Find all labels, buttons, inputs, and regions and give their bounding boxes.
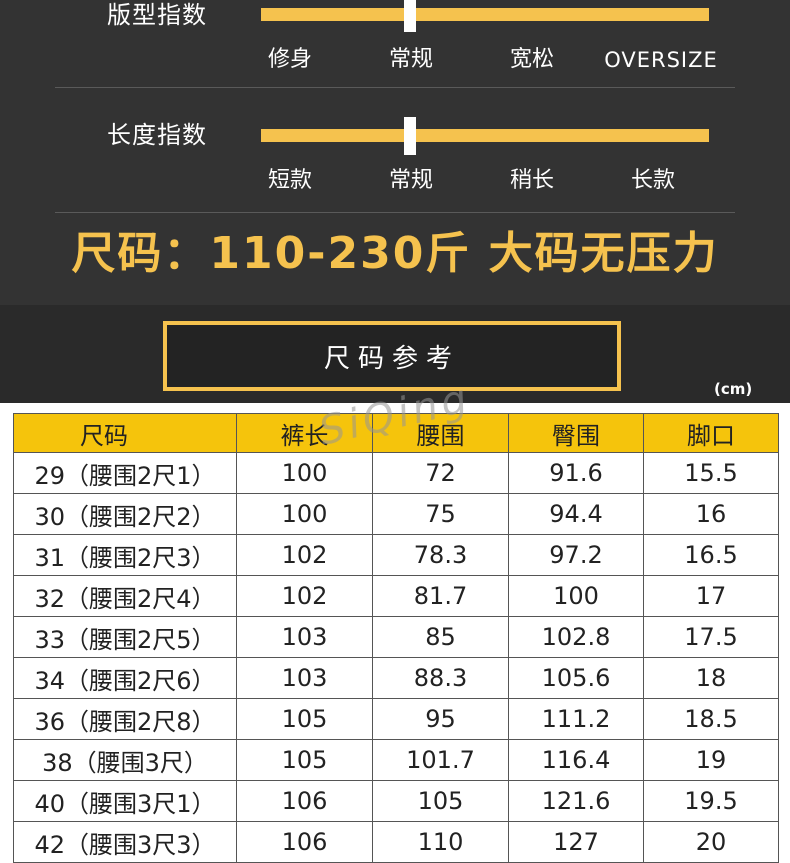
table-cell: 106 (236, 780, 373, 822)
table-cell: 102 (236, 575, 373, 617)
divider (55, 87, 735, 88)
length-option-short: 短款 (267, 168, 313, 193)
table-cell: 105 (236, 698, 373, 740)
table-cell: 36（腰围2尺8） (13, 698, 237, 740)
table-cell: 38（腰围3尺） (13, 739, 237, 781)
table-cell: 18.5 (643, 698, 779, 740)
table-row: 38（腰围3尺） 105 101.7 116.4 19 (13, 739, 779, 781)
table-cell: 78.3 (372, 534, 509, 576)
table-row: 40（腰围3尺1） 106 105 121.6 19.5 (13, 780, 779, 822)
unit-label: (cm) (714, 380, 753, 398)
fit-option-regular: 常规 (388, 47, 434, 72)
table-row: 34（腰围2尺6） 103 88.3 105.6 18 (13, 657, 779, 699)
table-cell: 19 (643, 739, 779, 781)
table-cell: 91.6 (508, 452, 644, 494)
header-leg-opening: 脚口 (643, 413, 779, 453)
table-cell: 17 (643, 575, 779, 617)
fit-option-slim: 修身 (267, 47, 313, 72)
fit-index-label: 版型指数 (107, 1, 207, 29)
table-cell: 97.2 (508, 534, 644, 576)
size-table: 尺码 裤长 腰围 臀围 脚口 29（腰围2尺1） 100 72 91.6 15.5 30（… (13, 413, 779, 863)
fit-index-marker (404, 0, 416, 32)
table-cell: 95 (372, 698, 509, 740)
table-cell: 116.4 (508, 739, 644, 781)
table-cell: 103 (236, 616, 373, 658)
size-range-banner: 尺码：110-230斤 大码无压力 (71, 228, 719, 279)
table-cell: 121.6 (508, 780, 644, 822)
table-cell: 101.7 (372, 739, 509, 781)
table-cell: 105 (372, 780, 509, 822)
table-cell: 103 (236, 657, 373, 699)
table-row: 36（腰围2尺8） 105 95 111.2 18.5 (13, 698, 779, 740)
header-size: 尺码 (13, 413, 237, 453)
length-option-long: 长款 (630, 168, 676, 193)
table-cell: 127 (508, 821, 644, 863)
header-pants-length: 裤长 (236, 413, 373, 453)
table-cell: 72 (372, 452, 509, 494)
table-cell: 42（腰围3尺3） (13, 821, 237, 863)
table-cell: 17.5 (643, 616, 779, 658)
table-cell: 106 (236, 821, 373, 863)
table-cell: 75 (372, 493, 509, 535)
table-cell: 100 (236, 452, 373, 494)
table-cell: 19.5 (643, 780, 779, 822)
size-reference-title-box: 尺码参考 (163, 321, 621, 391)
length-index-marker (404, 117, 416, 155)
length-index-bar (261, 129, 709, 142)
table-cell: 33（腰围2尺5） (13, 616, 237, 658)
table-cell: 32（腰围2尺4） (13, 575, 237, 617)
table-row: 30（腰围2尺2） 100 75 94.4 16 (13, 493, 779, 535)
fit-index-bar (261, 8, 709, 21)
table-cell: 15.5 (643, 452, 779, 494)
table-cell: 105 (236, 739, 373, 781)
fit-option-loose: 宽松 (509, 47, 555, 72)
table-cell: 105.6 (508, 657, 644, 699)
table-row: 33（腰围2尺5） 103 85 102.8 17.5 (13, 616, 779, 658)
divider (55, 212, 735, 213)
table-row: 31（腰围2尺3） 102 78.3 97.2 16.5 (13, 534, 779, 576)
table-cell: 34（腰围2尺6） (13, 657, 237, 699)
table-row: 32（腰围2尺4） 102 81.7 100 17 (13, 575, 779, 617)
table-row: 29（腰围2尺1） 100 72 91.6 15.5 (13, 452, 779, 494)
table-cell: 100 (508, 575, 644, 617)
table-cell: 100 (236, 493, 373, 535)
table-cell: 31（腰围2尺3） (13, 534, 237, 576)
header-hip: 臀围 (508, 413, 644, 453)
length-option-regular: 常规 (388, 168, 434, 193)
length-option-longer: 稍长 (509, 168, 555, 193)
size-reference-title: 尺码参考 (323, 343, 460, 374)
table-cell: 85 (372, 616, 509, 658)
table-cell: 16.5 (643, 534, 779, 576)
table-cell: 94.4 (508, 493, 644, 535)
table-row: 42（腰围3尺3） 106 110 127 20 (13, 821, 779, 863)
table-cell: 18 (643, 657, 779, 699)
table-cell: 20 (643, 821, 779, 863)
table-cell: 111.2 (508, 698, 644, 740)
table-cell: 40（腰围3尺1） (13, 780, 237, 822)
table-cell: 29（腰围2尺1） (13, 452, 237, 494)
fit-length-panel: 版型指数 修身 常规 宽松 OVERSIZE 长度指数 短款 常规 稍长 长款 … (0, 0, 790, 305)
table-cell: 88.3 (372, 657, 509, 699)
table-cell: 16 (643, 493, 779, 535)
table-header-row: 尺码 裤长 腰围 臀围 脚口 (13, 413, 779, 453)
table-cell: 102.8 (508, 616, 644, 658)
table-cell: 81.7 (372, 575, 509, 617)
header-waist: 腰围 (372, 413, 509, 453)
table-cell: 110 (372, 821, 509, 863)
length-index-label: 长度指数 (107, 121, 207, 149)
table-cell: 102 (236, 534, 373, 576)
fit-option-oversize: OVERSIZE (604, 48, 718, 72)
table-cell: 30（腰围2尺2） (13, 493, 237, 535)
